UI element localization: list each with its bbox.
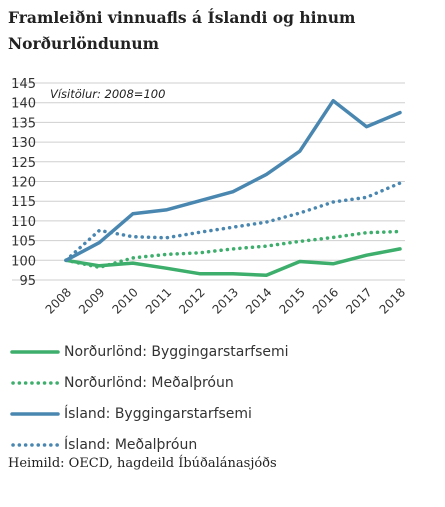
series-line	[64, 229, 402, 270]
x-tick-label: 2011	[143, 285, 174, 316]
legend-label: Norðurlönd: Meðalþróun	[64, 374, 234, 391]
y-tick-label: 100	[11, 254, 36, 269]
legend-swatch-nordic-construction	[10, 349, 60, 354]
x-tick-label: 2008	[43, 285, 74, 316]
y-tick-label: 110	[11, 215, 36, 230]
y-tick-label: 120	[11, 176, 36, 191]
gridlines	[12, 82, 405, 281]
y-tick-label: 130	[11, 136, 36, 151]
series-lines	[64, 98, 402, 278]
legend-label: Ísland: Meðalþróun	[64, 436, 198, 453]
series-line	[64, 181, 402, 263]
y-tick-label: 140	[11, 97, 36, 112]
y-axis-tick-labels: 95 100 105 110 115 120 125 130 135 140 145	[11, 77, 36, 289]
series-line	[64, 247, 402, 278]
y-tick-label: 115	[11, 195, 36, 210]
y-tick-label: 125	[11, 156, 36, 171]
x-tick-label: 2016	[310, 285, 341, 316]
y-tick-label: 95	[19, 274, 36, 289]
legend: Norðurlönd: Byggingarstarfsemi Norðurlön…	[10, 336, 430, 460]
x-tick-label: 2018	[377, 285, 408, 316]
x-tick-label: 2012	[176, 285, 207, 316]
x-tick-label: 2010	[109, 285, 140, 316]
x-tick-label: 2009	[76, 285, 107, 316]
legend-swatch-iceland-construction	[10, 411, 60, 416]
legend-label: Norðurlönd: Byggingarstarfsemi	[64, 343, 289, 360]
legend-item: Norðurlönd: Meðalþróun	[10, 367, 430, 398]
x-tick-label: 2014	[243, 285, 274, 316]
source-note: Heimild: OECD, hagdeild Íbúðalánasjóðs	[8, 456, 277, 471]
series-line	[64, 98, 402, 263]
line-chart: 95 100 105 110 115 120 125 130 135 140 145 2008 200…	[11, 77, 408, 317]
y-tick-label: 135	[11, 116, 36, 131]
legend-swatch-iceland-average	[11, 442, 60, 447]
y-tick-label: 105	[11, 235, 36, 250]
legend-item: Ísland: Byggingarstarfsemi	[10, 398, 430, 429]
x-axis-tick-labels: 2008 2009 2010 2011 2012 2013 2014 2015 2016 2017…	[43, 285, 408, 316]
legend-item: Ísland: Meðalþróun	[10, 429, 430, 460]
x-tick-label: 2013	[210, 285, 241, 316]
chart-title: Framleiðni vinnuafls á Íslandi og hinum …	[8, 8, 356, 53]
y-tick-label: 145	[11, 77, 36, 92]
x-tick-label: 2015	[276, 285, 307, 316]
x-tick-label: 2017	[343, 285, 374, 316]
legend-item: Norðurlönd: Byggingarstarfsemi	[10, 336, 430, 367]
legend-label: Ísland: Byggingarstarfsemi	[64, 405, 252, 422]
legend-swatch-nordic-average	[11, 380, 60, 385]
chart-annotation: Vísitölur: 2008=100	[50, 87, 165, 101]
